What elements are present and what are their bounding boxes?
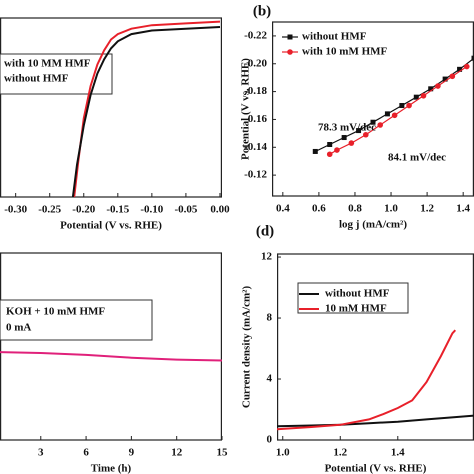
plot-area — [71, 20, 221, 197]
data-point — [370, 119, 376, 125]
y-tick-label: -0.16 — [244, 113, 267, 125]
panel-label: (b) — [253, 3, 271, 19]
panel-label: (d) — [256, 223, 274, 239]
plot-frame — [277, 253, 474, 441]
x-tick-label: 1.0 — [384, 203, 398, 215]
x-tick-label: 1.2 — [333, 447, 347, 459]
x-tick-label: 6 — [83, 447, 89, 459]
data-line — [73, 20, 221, 197]
x-tick-label: 15 — [217, 447, 229, 459]
annotation: 78.3 mV/dec — [318, 122, 376, 134]
x-tick-label: 1.4 — [456, 203, 470, 215]
x-tick-label: -0.15 — [106, 204, 129, 216]
legend-box — [0, 299, 153, 341]
data-line — [71, 26, 221, 197]
x-tick-label: 0.6 — [312, 203, 326, 215]
x-tick-label: 1.0 — [276, 447, 290, 459]
plot-frame — [0, 17, 223, 198]
data-line — [0, 351, 222, 362]
data-point — [391, 112, 398, 119]
data-point — [449, 73, 456, 80]
x-tick-label: 1.4 — [391, 447, 405, 459]
x-tick-label: -0.30 — [4, 204, 27, 216]
data-line — [277, 329, 457, 431]
y-tick-label: 4 — [267, 373, 273, 385]
plot-area — [0, 351, 222, 362]
legend-label: 10 mM HMF — [325, 303, 387, 315]
fit-line — [315, 57, 474, 153]
data-point — [428, 86, 434, 92]
data-point — [312, 148, 318, 154]
legend-label: with 10 MM HMF — [4, 58, 91, 70]
legend-marker — [287, 49, 293, 55]
data-point — [406, 102, 412, 109]
x-tick-label: 0.00 — [210, 204, 230, 216]
y-tick-label: -0.18 — [244, 85, 267, 97]
data-point — [463, 63, 470, 70]
data-point — [442, 76, 448, 82]
annotation: 84.1 mV/dec — [388, 152, 446, 164]
legend-marker — [287, 34, 293, 40]
x-tick-label: -0.25 — [38, 204, 61, 216]
legend-label: without HMF — [325, 288, 390, 300]
data-point — [471, 55, 474, 61]
legend-label: KOH + 10 mM HMF — [6, 306, 105, 318]
x-tick-label: -0.10 — [140, 204, 163, 216]
data-point — [326, 151, 333, 158]
data-point — [435, 83, 441, 89]
data-point — [457, 66, 463, 72]
x-tick-label: 9 — [129, 447, 135, 459]
x-axis-title: Potential (V vs. RHE) — [60, 220, 162, 232]
data-point — [362, 131, 369, 138]
data-line — [277, 414, 474, 428]
y-tick-label: 0 — [267, 434, 273, 446]
x-axis-title: Time (h) — [91, 463, 132, 474]
data-point — [420, 92, 427, 99]
y-tick-label: -0.14 — [244, 141, 267, 153]
data-point — [377, 122, 384, 128]
x-tick-label: 3 — [38, 447, 44, 459]
legend-label: without HMF — [4, 73, 69, 85]
y-axis-title: Current density (mA/cm²) — [241, 286, 253, 409]
plot-area — [277, 329, 474, 431]
plot-frame — [0, 252, 223, 441]
y-tick-label: -0.20 — [244, 57, 267, 69]
y-tick-label: 12 — [261, 251, 273, 263]
legend-label: without HMF — [302, 31, 367, 43]
x-tick-label: 1.2 — [420, 203, 434, 215]
data-point — [327, 141, 333, 147]
x-tick-label: -0.20 — [72, 204, 95, 216]
x-tick-label: 12 — [171, 447, 183, 459]
y-axis-title: Potential (V vs. RHE) — [240, 58, 252, 160]
data-point — [348, 140, 355, 146]
x-tick-label: 0.8 — [348, 203, 362, 215]
data-point — [399, 103, 405, 109]
data-point — [341, 135, 347, 141]
y-tick-label: -0.12 — [244, 169, 267, 181]
data-point — [384, 111, 390, 117]
plot-frame — [272, 21, 474, 197]
legend-label: 0 mA — [6, 322, 31, 334]
x-tick-label: -0.05 — [174, 204, 197, 216]
data-point — [413, 94, 419, 100]
y-tick-label: 8 — [267, 312, 273, 324]
data-point — [356, 128, 362, 134]
y-tick-label: -0.22 — [244, 29, 267, 41]
x-tick-label: 0.4 — [276, 203, 290, 215]
legend-label: with 10 mM HMF — [302, 46, 388, 58]
x-axis-title: Potential (V vs. RHE) — [325, 463, 427, 474]
plot-area — [312, 55, 474, 158]
x-axis-title: log j (mA/cm²) — [339, 219, 407, 231]
data-point — [334, 147, 340, 153]
